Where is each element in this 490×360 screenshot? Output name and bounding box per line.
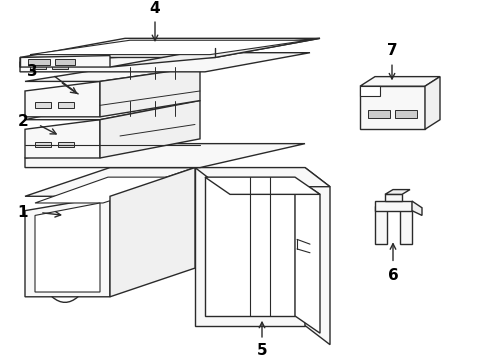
Polygon shape: [360, 86, 425, 129]
Polygon shape: [55, 59, 75, 65]
Polygon shape: [305, 167, 330, 345]
Polygon shape: [205, 177, 295, 316]
Text: 4: 4: [149, 1, 160, 16]
Text: 3: 3: [27, 64, 38, 79]
Polygon shape: [205, 177, 320, 194]
Polygon shape: [58, 142, 74, 148]
Polygon shape: [28, 59, 50, 65]
Text: 7: 7: [387, 44, 397, 58]
Polygon shape: [395, 110, 417, 118]
Polygon shape: [25, 67, 200, 81]
Polygon shape: [25, 120, 100, 158]
Text: 6: 6: [388, 268, 398, 283]
Polygon shape: [25, 100, 200, 120]
Polygon shape: [110, 38, 320, 67]
Polygon shape: [20, 55, 110, 67]
Polygon shape: [35, 103, 51, 108]
Polygon shape: [35, 142, 51, 148]
Polygon shape: [360, 86, 380, 96]
Text: 2: 2: [17, 114, 28, 129]
Polygon shape: [20, 53, 310, 72]
Text: 1: 1: [18, 205, 28, 220]
Polygon shape: [35, 203, 100, 292]
Polygon shape: [58, 103, 74, 108]
Polygon shape: [52, 64, 68, 69]
Polygon shape: [25, 81, 100, 117]
Polygon shape: [412, 201, 422, 215]
Polygon shape: [25, 167, 195, 196]
Polygon shape: [35, 177, 183, 203]
Polygon shape: [195, 167, 305, 325]
Polygon shape: [20, 38, 320, 58]
Polygon shape: [30, 40, 308, 55]
Polygon shape: [100, 67, 200, 117]
Polygon shape: [30, 64, 46, 69]
Polygon shape: [375, 206, 387, 244]
Polygon shape: [400, 206, 412, 244]
Polygon shape: [385, 194, 402, 201]
Polygon shape: [25, 144, 305, 167]
Polygon shape: [368, 110, 390, 118]
Polygon shape: [100, 100, 200, 158]
Polygon shape: [360, 77, 440, 86]
Polygon shape: [385, 190, 410, 194]
Polygon shape: [25, 196, 110, 297]
Polygon shape: [110, 167, 195, 297]
Text: 5: 5: [257, 343, 268, 358]
Polygon shape: [375, 201, 412, 211]
Polygon shape: [295, 177, 320, 333]
Polygon shape: [425, 77, 440, 129]
Polygon shape: [195, 167, 330, 187]
